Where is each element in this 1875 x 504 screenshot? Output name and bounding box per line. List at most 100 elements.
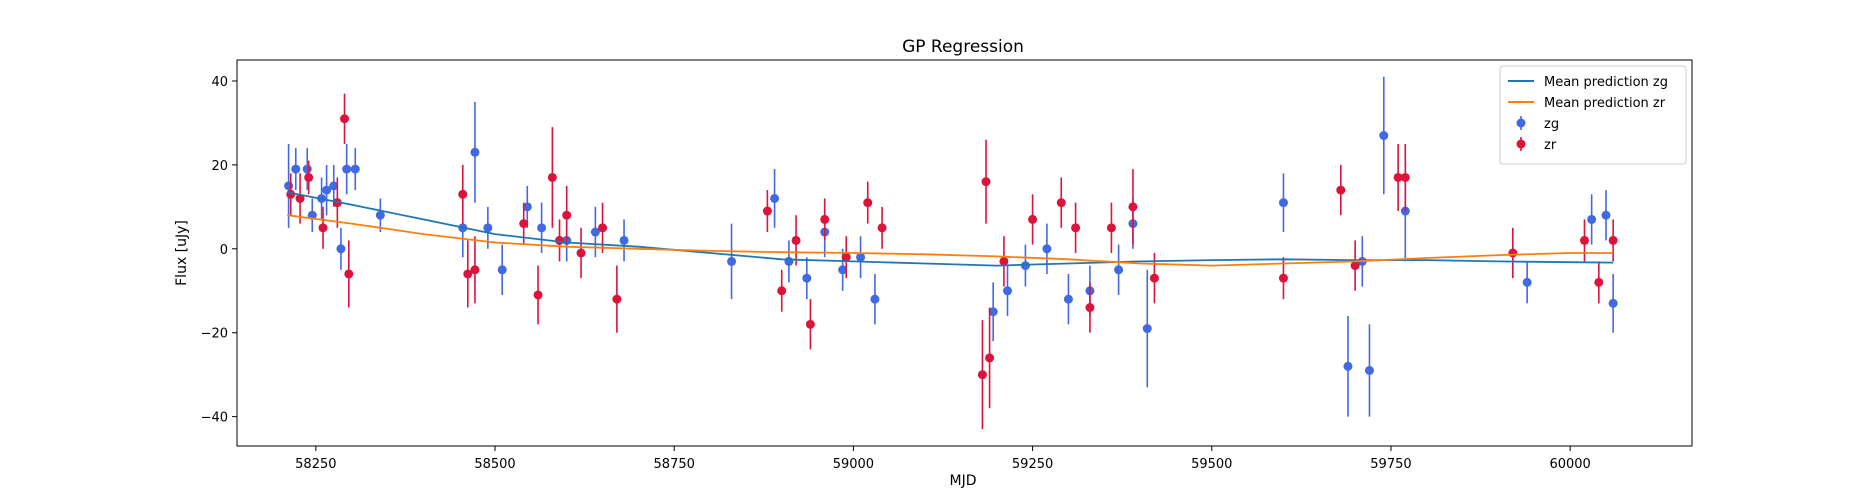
data-point — [770, 193, 780, 203]
data-point — [999, 256, 1009, 266]
data-point — [329, 181, 339, 191]
data-point — [576, 248, 586, 258]
data-point — [820, 214, 830, 224]
legend: Mean prediction zg Mean prediction zr zg zr — [1499, 65, 1687, 165]
data-point — [284, 181, 294, 191]
data-point — [1278, 273, 1288, 283]
data-point — [1042, 244, 1052, 254]
data-point — [977, 370, 987, 380]
data-point — [322, 185, 332, 195]
data-point — [295, 193, 305, 203]
data-point — [1522, 277, 1532, 287]
y-axis: −40 −20 0 20 40 — [201, 75, 237, 426]
data-point — [777, 286, 787, 296]
data-point — [1056, 198, 1066, 208]
data-point — [1587, 214, 1597, 224]
data-point — [375, 210, 385, 220]
data-point — [1106, 223, 1116, 233]
data-point — [1608, 235, 1618, 245]
data-point — [727, 256, 737, 266]
x-axis-label: MJD — [950, 473, 977, 489]
data-point — [1336, 185, 1346, 195]
data-point — [1379, 131, 1389, 141]
data-point — [344, 269, 354, 279]
data-point — [841, 252, 851, 262]
data-point — [470, 265, 480, 275]
data-point — [547, 172, 557, 182]
data-point — [612, 294, 622, 304]
data-point — [1508, 248, 1518, 258]
x-tick-label: 59000 — [833, 457, 874, 472]
x-tick-label: 58750 — [654, 457, 695, 472]
chart-title: GP Regression — [902, 37, 1024, 57]
data-point — [791, 235, 801, 245]
data-point — [1579, 235, 1589, 245]
data-point — [590, 227, 600, 237]
data-point — [1114, 265, 1124, 275]
data-point — [318, 223, 328, 233]
data-point — [988, 307, 998, 317]
y-tick-label: −40 — [201, 411, 228, 426]
data-point — [336, 244, 346, 254]
x-tick-label: 59250 — [1012, 457, 1053, 472]
series-line — [287, 191, 1614, 267]
data-point — [470, 147, 480, 157]
data-point — [1085, 303, 1095, 313]
data-point — [784, 256, 794, 266]
data-point — [1594, 277, 1604, 287]
data-point — [856, 252, 866, 262]
x-tick-label: 59500 — [1191, 457, 1232, 472]
legend-swatch-marker — [1516, 139, 1526, 149]
series-zr — [286, 93, 1618, 430]
x-tick-label: 58250 — [295, 457, 336, 472]
data-point — [302, 164, 312, 174]
data-point — [1003, 286, 1013, 296]
data-point — [805, 319, 815, 329]
plot-area — [284, 76, 1618, 430]
x-tick-label: 60000 — [1549, 457, 1590, 472]
legend-label: Mean prediction zg — [1544, 75, 1668, 90]
data-point — [838, 265, 848, 275]
data-point — [291, 164, 301, 174]
data-point — [1343, 361, 1353, 371]
y-tick-label: −20 — [201, 327, 228, 342]
legend-label: Mean prediction zr — [1544, 96, 1666, 111]
data-point — [1142, 324, 1152, 334]
legend-box — [1499, 65, 1687, 165]
data-point — [598, 223, 608, 233]
data-point — [483, 223, 493, 233]
data-point — [1601, 210, 1611, 220]
data-point — [877, 223, 887, 233]
data-point — [342, 164, 352, 174]
data-point — [533, 290, 543, 300]
data-point — [463, 269, 473, 279]
legend-swatch-marker — [1516, 118, 1526, 128]
data-point — [1400, 172, 1410, 182]
y-axis-label: Flux [uJy] — [174, 220, 190, 286]
data-point — [985, 353, 995, 363]
x-axis: 58250 58500 58750 59000 59250 59500 59750 60000 — [295, 446, 1591, 472]
data-point — [350, 164, 360, 174]
axes-frame — [236, 59, 1693, 447]
data-point — [304, 172, 314, 182]
x-tick-label: 59750 — [1370, 457, 1411, 472]
legend-label: zr — [1544, 138, 1557, 153]
data-point — [562, 210, 572, 220]
data-point — [870, 294, 880, 304]
data-point — [981, 177, 991, 187]
legend-label: zg — [1544, 117, 1559, 132]
data-point — [1350, 261, 1360, 271]
data-point — [1063, 294, 1073, 304]
data-point — [619, 235, 629, 245]
data-point — [1364, 365, 1374, 375]
data-point — [1071, 223, 1081, 233]
series-zg — [284, 76, 1618, 417]
data-point — [1028, 214, 1038, 224]
data-point — [458, 189, 468, 199]
y-tick-label: 0 — [220, 243, 228, 258]
data-point — [802, 273, 812, 283]
data-point — [1608, 298, 1618, 308]
data-point — [340, 114, 350, 124]
